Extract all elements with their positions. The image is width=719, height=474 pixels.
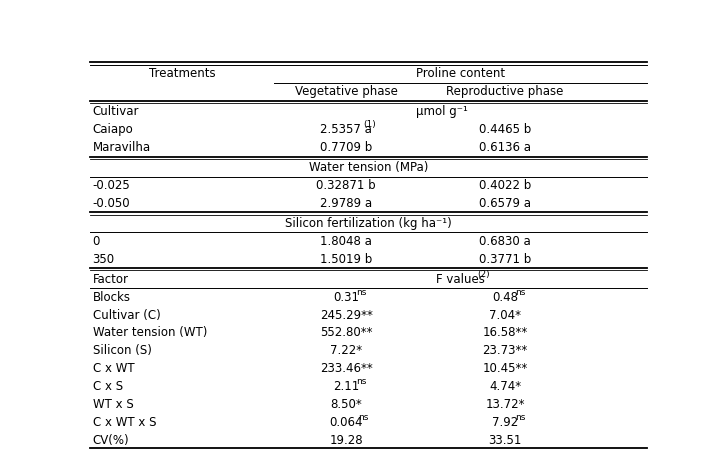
Text: ns: ns (515, 288, 526, 297)
Text: (2): (2) (477, 270, 490, 279)
Text: 0.7709 b: 0.7709 b (320, 141, 372, 154)
Text: 0.4465 b: 0.4465 b (479, 123, 531, 136)
Text: Reproductive phase: Reproductive phase (446, 85, 564, 98)
Text: 0.6136 a: 0.6136 a (479, 141, 531, 154)
Text: 0: 0 (93, 235, 100, 248)
Text: -0.025: -0.025 (93, 179, 130, 192)
Text: 7.22*: 7.22* (330, 345, 362, 357)
Text: 0.6579 a: 0.6579 a (479, 197, 531, 210)
Text: 0.064: 0.064 (329, 416, 363, 429)
Text: CV(%): CV(%) (93, 434, 129, 447)
Text: F values: F values (436, 273, 485, 286)
Text: 10.45**: 10.45** (482, 362, 528, 375)
Text: Caiapo: Caiapo (93, 123, 134, 136)
Text: 233.46**: 233.46** (320, 362, 372, 375)
Text: Silicon fertilization (kg ha⁻¹): Silicon fertilization (kg ha⁻¹) (285, 217, 452, 230)
Text: 552.80**: 552.80** (320, 327, 372, 339)
Text: Treatments: Treatments (149, 67, 215, 81)
Text: C x S: C x S (93, 380, 123, 393)
Text: 350: 350 (93, 253, 115, 266)
Text: 0.48: 0.48 (492, 291, 518, 304)
Text: Maravilha: Maravilha (93, 141, 151, 154)
Text: (1): (1) (364, 120, 376, 129)
Text: 13.72*: 13.72* (485, 398, 525, 411)
Text: 2.5357 a: 2.5357 a (320, 123, 372, 136)
Text: 1.5019 b: 1.5019 b (320, 253, 372, 266)
Text: 19.28: 19.28 (329, 434, 363, 447)
Text: 0.32871 b: 0.32871 b (316, 179, 376, 192)
Text: C x WT x S: C x WT x S (93, 416, 156, 429)
Text: -0.050: -0.050 (93, 197, 130, 210)
Text: Vegetative phase: Vegetative phase (295, 85, 398, 98)
Text: 16.58**: 16.58** (482, 327, 528, 339)
Text: 0.6830 a: 0.6830 a (479, 235, 531, 248)
Text: 0.4022 b: 0.4022 b (479, 179, 531, 192)
Text: 245.29**: 245.29** (320, 309, 372, 321)
Text: Silicon (S): Silicon (S) (93, 345, 152, 357)
Text: ns: ns (356, 288, 367, 297)
Text: μmol g⁻¹: μmol g⁻¹ (416, 105, 467, 118)
Text: C x WT: C x WT (93, 362, 134, 375)
Text: Factor: Factor (93, 273, 129, 286)
Text: 1.8048 a: 1.8048 a (320, 235, 372, 248)
Text: 2.11: 2.11 (333, 380, 360, 393)
Text: 7.92: 7.92 (492, 416, 518, 429)
Text: 23.73**: 23.73** (482, 345, 528, 357)
Text: ns: ns (515, 413, 526, 422)
Text: Proline content: Proline content (416, 67, 505, 81)
Text: 4.74*: 4.74* (489, 380, 521, 393)
Text: 0.31: 0.31 (333, 291, 360, 304)
Text: WT x S: WT x S (93, 398, 134, 411)
Text: Water tension (WT): Water tension (WT) (93, 327, 207, 339)
Text: 0.3771 b: 0.3771 b (479, 253, 531, 266)
Text: 7.04*: 7.04* (489, 309, 521, 321)
Text: 8.50*: 8.50* (330, 398, 362, 411)
Text: Cultivar: Cultivar (93, 105, 139, 118)
Text: Water tension (MPa): Water tension (MPa) (308, 161, 429, 174)
Text: Blocks: Blocks (93, 291, 131, 304)
Text: ns: ns (356, 377, 367, 386)
Text: Cultivar (C): Cultivar (C) (93, 309, 160, 321)
Text: 33.51: 33.51 (488, 434, 522, 447)
Text: ns: ns (358, 413, 368, 422)
Text: 2.9789 a: 2.9789 a (320, 197, 372, 210)
